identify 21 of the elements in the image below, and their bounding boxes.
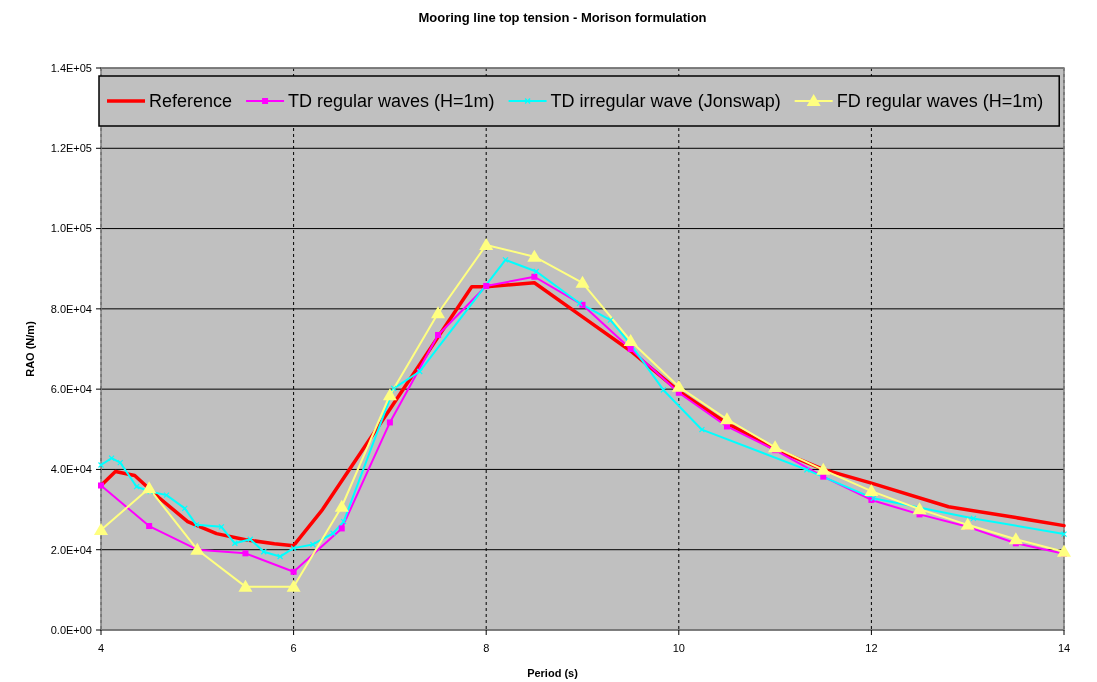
y-axis-title: RAO (N/m) bbox=[24, 320, 36, 377]
y-tick-label: 2.0E+04 bbox=[50, 543, 92, 556]
x-axis-title: Period (s) bbox=[527, 667, 579, 679]
y-tick-label: 4.0E+04 bbox=[50, 463, 92, 476]
y-tick-label: 6.0E+04 bbox=[50, 382, 92, 395]
x-tick-label: 12 bbox=[865, 642, 878, 654]
chart-title: Mooring line top tension - Morison formulation bbox=[418, 10, 707, 25]
x-tick-label: 14 bbox=[1057, 642, 1071, 654]
x-tick-label: 10 bbox=[672, 642, 685, 654]
y-tick-label: 1.0E+05 bbox=[50, 222, 92, 235]
legend-label: FD regular waves (H=1m) bbox=[836, 91, 1044, 112]
legend-label: Reference bbox=[149, 91, 233, 112]
x-tick-label: 4 bbox=[97, 642, 105, 654]
y-tick-label: 0.0E+00 bbox=[50, 623, 92, 636]
legend-label: TD irregular wave (Jonswap) bbox=[550, 91, 781, 112]
y-tick-label: 1.4E+05 bbox=[50, 61, 92, 74]
y-tick-label: 1.2E+05 bbox=[50, 142, 92, 155]
legend-label: TD regular waves (H=1m) bbox=[288, 91, 495, 112]
x-tick-label: 6 bbox=[290, 642, 297, 654]
y-tick-label: 8.0E+04 bbox=[50, 302, 92, 315]
x-tick-label: 8 bbox=[483, 642, 490, 654]
